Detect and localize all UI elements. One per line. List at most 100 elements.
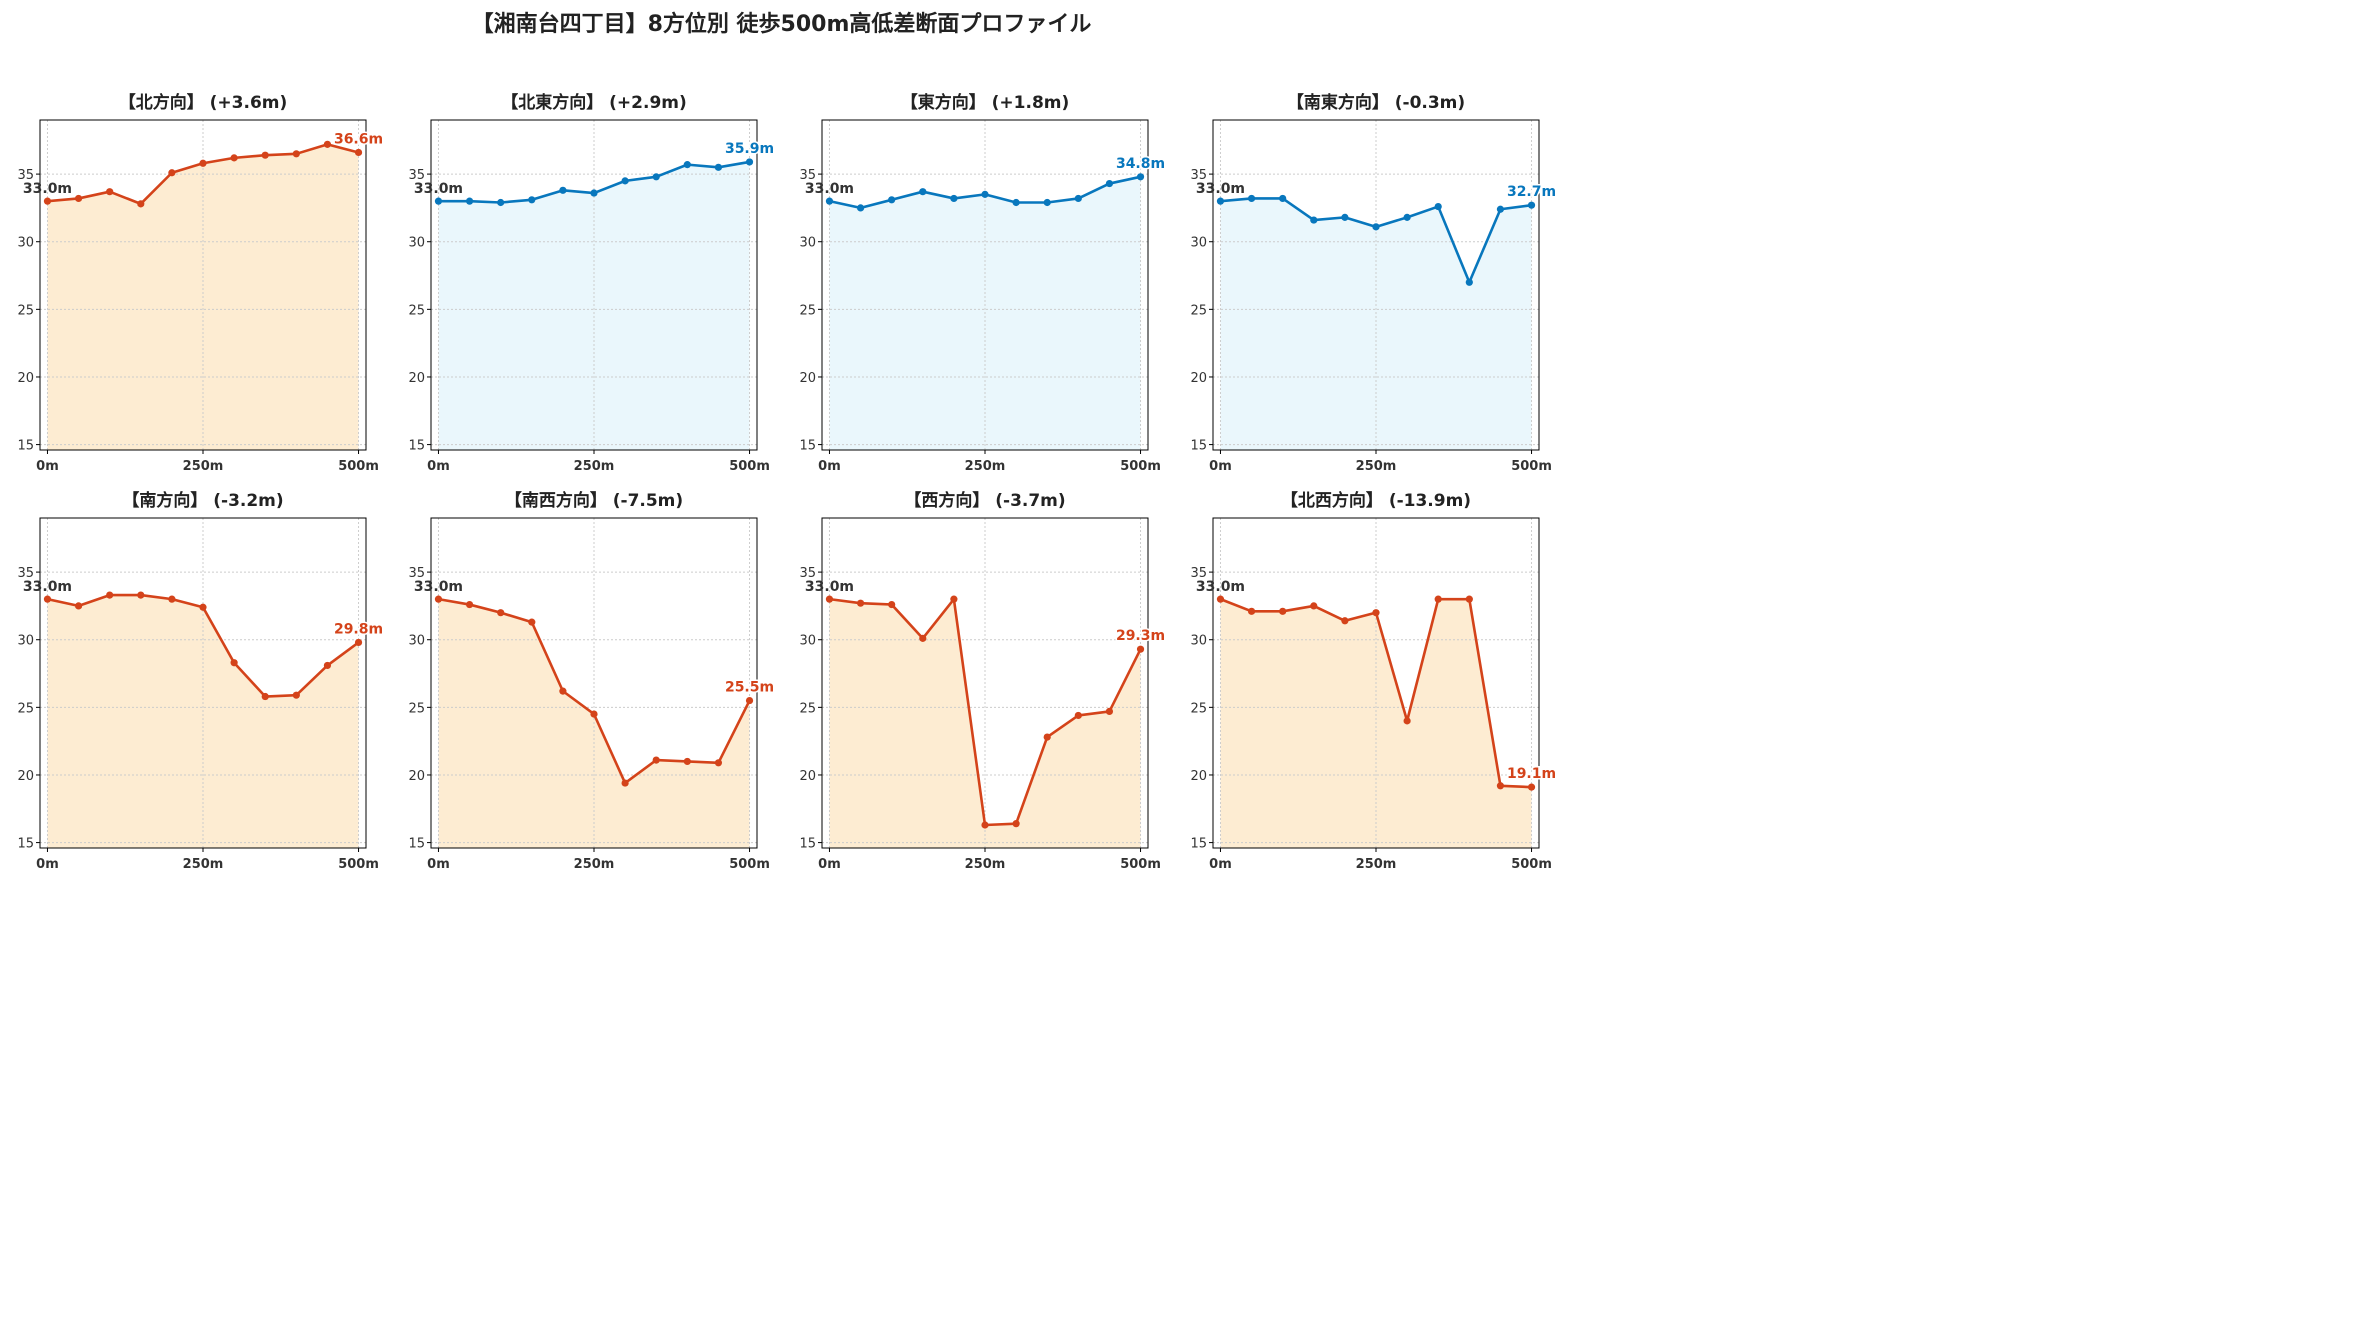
ytick-label: 30 <box>1190 634 1207 649</box>
end-elevation-label: 25.5m <box>725 680 774 696</box>
panel-title: 【東方向】 (+1.8m) <box>901 92 1070 113</box>
data-point <box>888 600 896 609</box>
data-point <box>714 759 723 767</box>
data-point <box>230 659 238 667</box>
xtick-label: 500m <box>729 857 770 872</box>
data-point <box>323 140 332 148</box>
ytick-label: 35 <box>1190 168 1207 183</box>
ytick-label: 30 <box>408 236 425 251</box>
area-fill <box>829 599 1141 848</box>
data-point <box>1216 197 1225 205</box>
data-point <box>683 757 691 766</box>
data-point <box>888 196 896 204</box>
ytick-label: 20 <box>408 371 425 386</box>
data-point <box>1372 609 1380 617</box>
data-point <box>137 591 145 599</box>
data-point <box>1496 205 1505 213</box>
xtick-label: 500m <box>729 459 770 474</box>
chart-panel: 【南方向】 (-3.2m) 15 20 25 30 35 0m 250m 500m 33.0m 29… <box>17 490 384 872</box>
data-point <box>1341 213 1349 221</box>
data-point <box>465 197 474 205</box>
data-point <box>199 159 207 167</box>
data-point <box>106 591 114 599</box>
data-point <box>1105 707 1114 716</box>
end-elevation-label: 36.6m <box>334 131 383 147</box>
page-title: 【湘南台四丁目】8方位別 徒歩500m高低差断面プロファイル <box>471 12 1092 37</box>
data-point <box>323 661 332 670</box>
ytick-label: 25 <box>799 701 816 716</box>
data-point <box>714 163 723 171</box>
ytick-label: 20 <box>1190 769 1207 784</box>
chart-panel: 【北西方向】 (-13.9m) 15 20 25 30 35 0m 250m 500m 33.0m… <box>1190 490 1557 872</box>
data-point <box>1136 645 1145 653</box>
start-elevation-label: 33.0m <box>23 181 72 197</box>
data-point <box>528 618 536 626</box>
ytick-label: 20 <box>17 769 34 784</box>
data-point <box>434 197 443 205</box>
data-point <box>559 687 567 695</box>
data-point <box>683 161 691 169</box>
start-elevation-label: 33.0m <box>805 579 854 595</box>
xtick-label: 250m <box>1356 857 1397 872</box>
data-point <box>1074 194 1082 203</box>
chart-panel: 【東方向】 (+1.8m) 15 20 25 30 35 0m 250m 500m 33.0m 34… <box>799 92 1166 474</box>
ytick-label: 25 <box>1190 303 1207 318</box>
panel-title: 【北方向】 (+3.6m) <box>119 92 288 113</box>
xtick-label: 0m <box>427 459 450 474</box>
data-point <box>919 188 927 196</box>
data-point <box>1341 617 1349 625</box>
data-point <box>1247 607 1256 615</box>
data-point <box>652 173 660 181</box>
data-point <box>1279 194 1287 203</box>
ytick-label: 30 <box>408 634 425 649</box>
xtick-label: 500m <box>1511 857 1552 872</box>
chart-panel: 【北方向】 (+3.6m) 15 20 25 30 35 0m 250m 500m 33.0m 36… <box>17 92 384 474</box>
ytick-label: 25 <box>408 701 425 716</box>
data-point <box>1136 173 1145 181</box>
xtick-label: 0m <box>818 459 841 474</box>
ytick-label: 25 <box>17 701 34 716</box>
xtick-label: 250m <box>1356 459 1397 474</box>
data-point <box>434 595 443 603</box>
xtick-label: 0m <box>1209 857 1232 872</box>
xtick-label: 250m <box>183 459 224 474</box>
start-elevation-label: 33.0m <box>414 579 463 595</box>
chart-panel: 【南東方向】 (-0.3m) 15 20 25 30 35 0m 250m 500m 33.0m 3… <box>1190 92 1557 474</box>
ytick-label: 35 <box>799 168 816 183</box>
data-point <box>74 194 83 203</box>
data-point <box>981 190 989 198</box>
ytick-label: 20 <box>408 769 425 784</box>
data-point <box>1012 820 1020 828</box>
data-point <box>528 196 536 204</box>
xtick-label: 500m <box>338 857 379 872</box>
end-elevation-label: 35.9m <box>725 141 774 157</box>
data-point <box>1434 202 1442 211</box>
data-point <box>1465 595 1473 603</box>
xtick-label: 500m <box>1120 857 1161 872</box>
ytick-label: 35 <box>17 168 34 183</box>
xtick-label: 500m <box>338 459 379 474</box>
start-elevation-label: 33.0m <box>1196 181 1245 197</box>
data-point <box>590 710 598 718</box>
ytick-label: 30 <box>799 236 816 251</box>
data-point <box>950 595 958 603</box>
data-point <box>199 603 207 611</box>
ytick-label: 35 <box>17 566 34 581</box>
data-point <box>1310 602 1318 610</box>
data-point <box>354 148 363 157</box>
data-point <box>1527 201 1536 209</box>
end-elevation-label: 29.3m <box>1116 628 1165 644</box>
data-point <box>292 691 300 699</box>
data-point <box>230 154 238 162</box>
start-elevation-label: 33.0m <box>805 181 854 197</box>
ytick-label: 35 <box>408 566 425 581</box>
panel-title: 【南西方向】 (-7.5m) <box>505 490 683 511</box>
data-point <box>261 151 269 159</box>
data-point <box>168 595 176 603</box>
data-point <box>261 692 269 701</box>
data-point <box>825 595 834 603</box>
ytick-label: 35 <box>408 168 425 183</box>
chart-panel: 【北東方向】 (+2.9m) 15 20 25 30 35 0m 250m 500m 33.0m 3… <box>408 92 775 474</box>
data-point <box>1310 216 1318 224</box>
end-elevation-label: 29.8m <box>334 621 383 637</box>
